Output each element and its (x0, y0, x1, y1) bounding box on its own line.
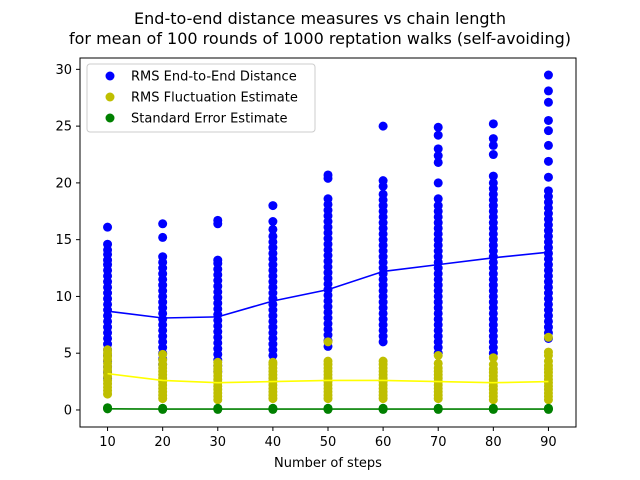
legend-label: Standard Error Estimate (131, 112, 288, 127)
data-point (433, 358, 443, 368)
data-point (268, 231, 278, 241)
y-tick-label: 0 (64, 403, 72, 418)
data-point (268, 216, 278, 226)
data-point (158, 349, 168, 359)
data-point (488, 360, 498, 370)
data-point (433, 201, 443, 211)
x-tick-label: 30 (210, 435, 227, 450)
data-point (543, 347, 553, 357)
data-point (158, 232, 168, 242)
legend-label: RMS End-to-End Distance (131, 70, 297, 85)
legend: RMS End-to-End Distance RMS Fluctuation E… (86, 63, 316, 133)
series-0 (103, 70, 553, 383)
data-point (488, 171, 498, 181)
data-point (378, 189, 388, 199)
data-point (378, 176, 388, 186)
data-point (433, 350, 443, 360)
data-point (268, 224, 278, 234)
legend-marker (105, 71, 115, 81)
x-tick-label: 50 (320, 435, 337, 450)
legend-marker (105, 113, 115, 123)
y-tick-label: 25 (55, 120, 72, 135)
chart-title-line-1: End-to-end distance measures vs chain le… (134, 9, 506, 28)
data-point (543, 172, 553, 182)
data-point (433, 178, 443, 188)
y-tick-label: 10 (55, 290, 72, 305)
x-tick-label: 60 (375, 435, 392, 450)
data-point (488, 119, 498, 129)
data-point (268, 357, 278, 367)
data-point (488, 140, 498, 150)
series-1 (103, 332, 553, 405)
data-point (433, 122, 443, 132)
data-point (433, 144, 443, 154)
y-tick-label: 5 (64, 347, 72, 362)
data-point (488, 134, 498, 144)
x-tick-label: 90 (540, 435, 557, 450)
data-point (103, 222, 113, 232)
data-point (488, 353, 498, 363)
data-point (488, 150, 498, 160)
data-point (323, 356, 333, 366)
data-point (213, 255, 223, 265)
data-point (323, 194, 333, 204)
data-point (543, 86, 553, 96)
x-tick-label: 80 (485, 435, 502, 450)
y-tick-label: 30 (55, 63, 72, 78)
data-point (323, 170, 333, 180)
data-point (378, 356, 388, 366)
data-point (488, 178, 498, 188)
x-tick-label: 10 (99, 435, 116, 450)
data-point (158, 219, 168, 229)
data-point (543, 70, 553, 80)
y-tick-label: 15 (55, 233, 72, 248)
data-point (543, 140, 553, 150)
data-point (268, 201, 278, 211)
data-point (103, 239, 113, 249)
x-tick-label: 20 (154, 435, 171, 450)
data-point (158, 252, 168, 262)
data-point (543, 97, 553, 107)
data-point (433, 151, 443, 161)
data-point (213, 215, 223, 225)
data-point (103, 345, 113, 355)
x-tick-label: 70 (430, 435, 447, 450)
data-point (433, 157, 443, 167)
legend-marker (105, 92, 115, 102)
data-point (323, 337, 333, 347)
chart-title-line-2: for mean of 100 rounds of 1000 reptation… (69, 29, 571, 48)
y-tick-label: 20 (55, 176, 72, 191)
data-point (433, 194, 443, 204)
data-point (543, 332, 553, 342)
chart-marks (103, 70, 553, 414)
data-point (543, 156, 553, 166)
data-point (543, 115, 553, 125)
data-point (433, 130, 443, 140)
data-point (103, 403, 113, 413)
legend-label: RMS Fluctuation Estimate (131, 91, 298, 106)
x-axis-label: Number of steps (274, 456, 382, 471)
data-point (378, 121, 388, 131)
data-point (543, 126, 553, 136)
series-mean-line (107, 251, 549, 319)
series-mean-line (107, 372, 549, 384)
data-point (213, 357, 223, 367)
x-tick-label: 40 (265, 435, 282, 450)
axis-ticks: 10 20 30 40 50 60 70 80 90 0 5 10 15 20 25 30 (55, 63, 556, 450)
legend-box (86, 63, 316, 133)
data-point (543, 186, 553, 196)
